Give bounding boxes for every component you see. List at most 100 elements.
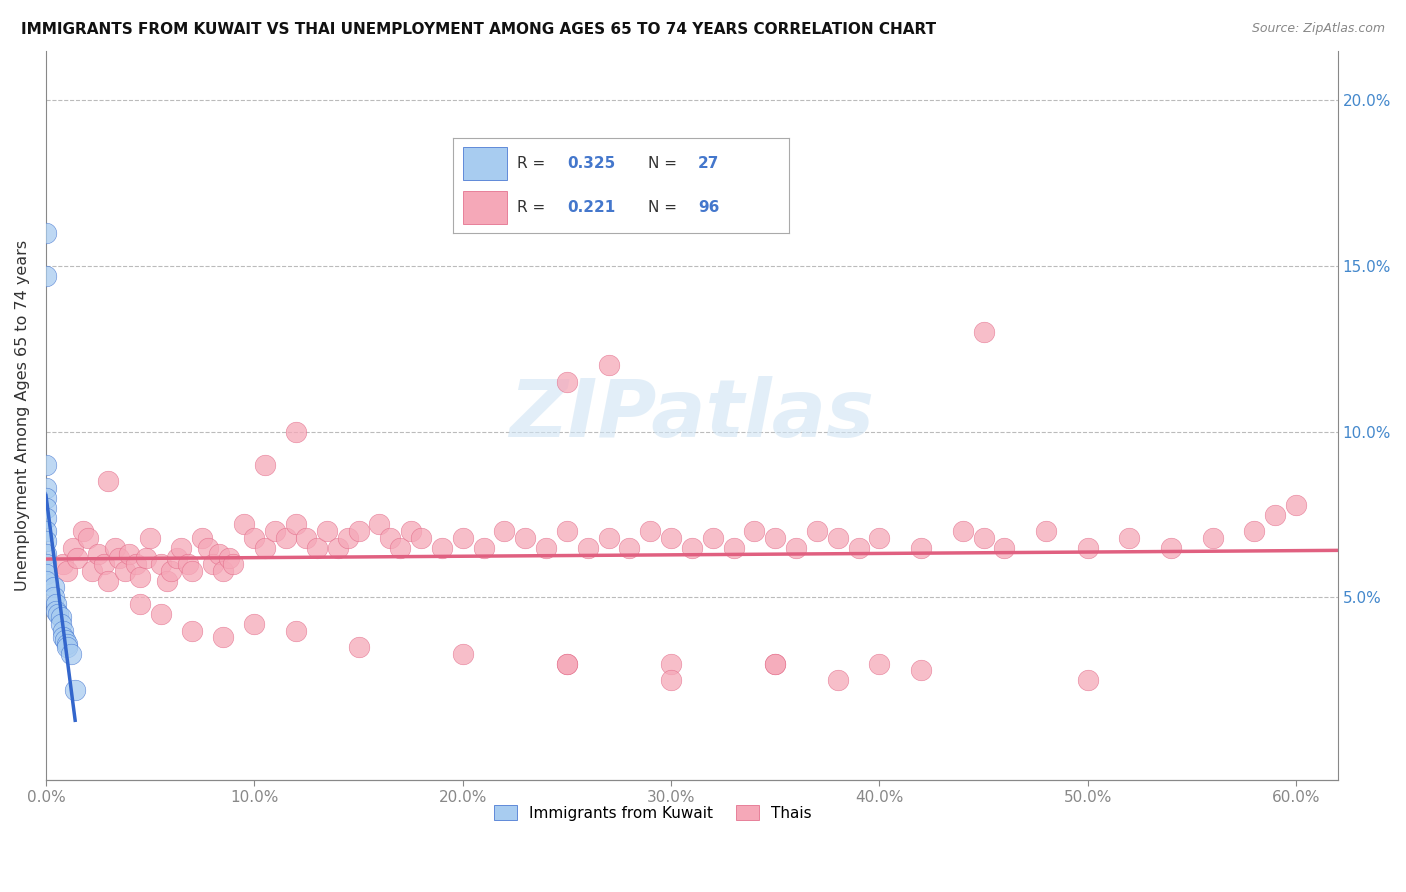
Point [472,541,495,555]
Point [555,657,578,671]
Point [555,524,578,538]
Point [305,541,328,555]
Point [1077,673,1099,688]
Text: ZIPatlas: ZIPatlas [509,376,875,454]
Point [1243,524,1265,538]
Point [253,458,276,472]
Point [702,531,724,545]
Point [212,630,235,644]
Point [212,564,235,578]
Point [97,574,120,588]
Point [337,531,360,545]
Point [170,541,193,555]
Point [156,574,179,588]
Point [52,558,75,572]
Point [52,624,75,638]
Point [555,375,578,389]
Point [848,541,870,555]
Point [128,597,150,611]
Point [910,663,932,677]
Point [378,531,401,545]
Point [264,524,287,538]
Point [347,640,370,654]
Point [128,570,150,584]
Point [723,541,745,555]
Point [598,531,620,545]
Point [72,524,94,538]
Point [56,564,79,578]
Point [180,564,202,578]
Point [326,541,349,555]
Point [56,640,79,654]
Point [274,531,297,545]
Legend: Immigrants from Kuwait, Thais: Immigrants from Kuwait, Thais [488,798,818,827]
Point [659,531,682,545]
Point [451,531,474,545]
Point [368,517,391,532]
Point [993,541,1015,555]
Point [35,547,58,561]
Point [176,558,198,572]
Point [149,558,172,572]
Point [45,604,67,618]
Point [56,637,79,651]
Point [48,607,70,621]
Point [253,541,276,555]
Point [35,524,58,538]
Point [52,630,75,644]
Point [135,550,157,565]
Point [555,657,578,671]
Point [232,517,254,532]
Point [222,558,245,572]
Point [243,531,266,545]
Point [1077,541,1099,555]
Point [108,550,131,565]
Point [197,541,219,555]
Point [87,547,110,561]
Point [93,558,115,572]
Point [35,458,58,472]
Point [45,597,67,611]
Point [973,326,995,340]
Point [868,531,890,545]
Text: Source: ZipAtlas.com: Source: ZipAtlas.com [1251,22,1385,36]
Point [218,550,240,565]
Point [1035,524,1057,538]
Point [285,624,308,638]
Point [1160,541,1182,555]
Point [139,531,162,545]
Point [114,564,136,578]
Point [806,524,828,538]
Point [638,524,661,538]
Point [659,673,682,688]
Point [35,558,58,572]
Y-axis label: Unemployment Among Ages 65 to 74 years: Unemployment Among Ages 65 to 74 years [15,240,30,591]
Point [201,558,224,572]
Point [1118,531,1140,545]
Point [35,481,58,495]
Point [208,547,231,561]
Point [76,531,98,545]
Point [399,524,422,538]
Point [35,511,58,525]
Point [35,567,58,582]
Point [619,541,641,555]
Point [35,574,58,588]
Point [166,550,188,565]
Point [910,541,932,555]
Point [316,524,339,538]
Point [973,531,995,545]
Point [243,616,266,631]
Point [160,564,183,578]
Point [80,564,103,578]
Point [35,491,58,505]
Point [785,541,807,555]
Point [53,633,76,648]
Point [44,591,66,605]
Point [104,541,127,555]
Point [35,268,58,283]
Point [49,616,72,631]
Point [763,531,786,545]
Point [827,673,849,688]
Point [763,657,786,671]
